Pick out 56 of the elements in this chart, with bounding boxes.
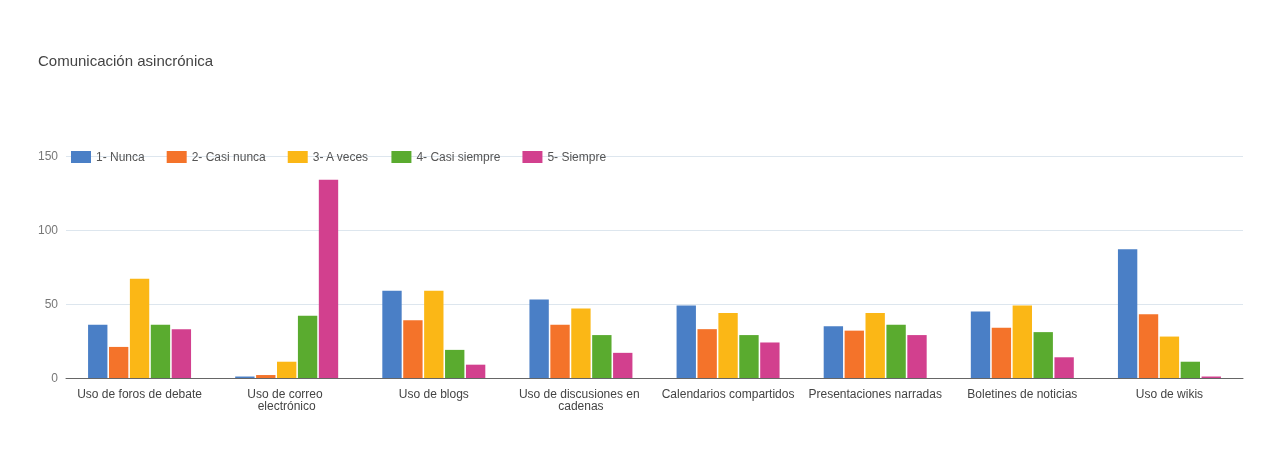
bar [1180,361,1201,378]
x-tick-label: Calendarios compartidos [661,387,795,401]
y-tick-label: 0 [51,371,59,385]
x-tick-label: Uso de wikis [1135,387,1204,401]
bar [277,361,297,378]
legend-label: 3- A veces [312,150,369,164]
legend-label: 5- Siempre [547,150,607,164]
bar [465,364,486,378]
legend-label: 2- Casi nunca [191,150,267,164]
chart-title: Comunicación asincrónica [38,52,214,69]
bar [171,329,192,378]
bar [150,324,171,378]
x-tick-label: Uso de blogs [398,387,469,401]
bar [129,278,150,378]
bar [571,308,591,378]
bar [256,375,276,378]
bar [550,324,570,378]
bar [88,324,108,378]
bar [760,342,780,378]
x-tick-label: Uso de discusiones en cadenas [518,387,643,413]
bar [844,330,864,378]
bar [1159,336,1180,378]
bar [445,349,465,378]
x-tick-label: Uso de correo electrónico [247,387,327,413]
bar [1054,357,1074,378]
bar [907,335,927,378]
bar [970,311,991,378]
bar [403,320,423,378]
bar [1138,314,1159,378]
bar [865,312,885,378]
legend-label: 4- Casi siempre [416,150,501,164]
x-tick-label: Boletines de noticias [967,387,1078,401]
bar [1033,332,1053,378]
bar [886,324,906,378]
y-tick-label: 150 [37,149,59,163]
bar [739,335,759,378]
legend-label: 1- Nunca [96,150,146,164]
bar [676,305,696,378]
bar [718,312,738,378]
bar [613,352,633,378]
y-tick-label: 50 [44,297,59,311]
bar [592,335,612,378]
bar [823,326,844,378]
bar [529,299,549,378]
bar [297,315,318,378]
bar [318,179,339,378]
bar [1012,305,1032,378]
x-tick-label: Presentaciones narradas [808,387,942,401]
bar [382,290,402,378]
bar [108,346,129,378]
y-tick-label: 100 [37,223,59,237]
bar [697,329,717,378]
bar [424,290,444,378]
bar [991,327,1012,378]
bar [1117,249,1138,378]
x-tick-label: Uso de foros de debate [77,387,203,401]
